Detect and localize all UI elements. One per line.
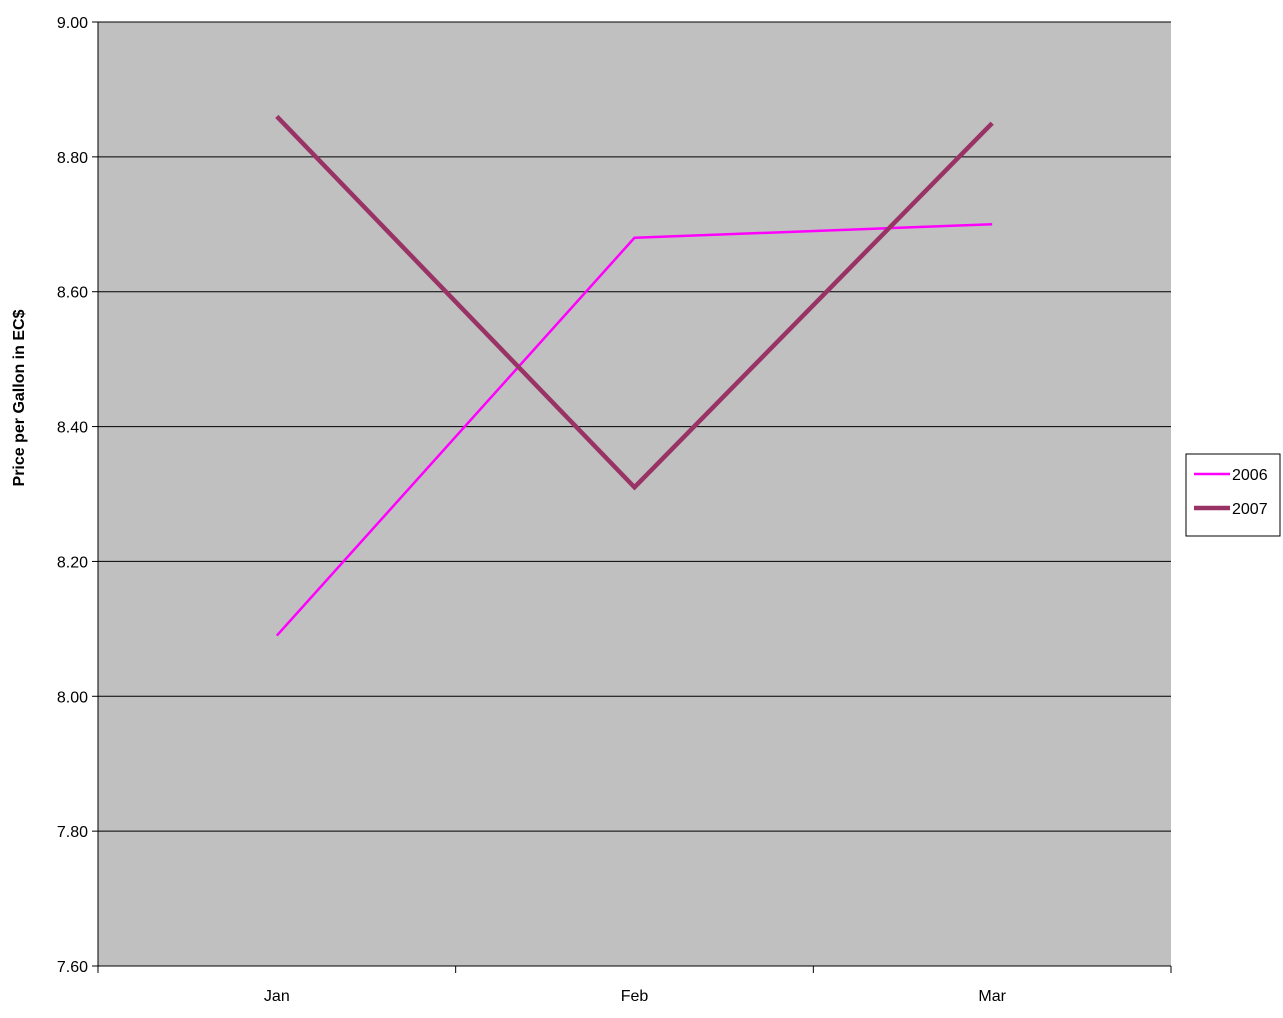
y-tick-label: 8.20	[57, 554, 88, 571]
y-tick-labels: 7.60 7.80 8.00 8.20 8.40 8.60 8.80 9.00	[57, 15, 88, 976]
x-tick-label: Feb	[621, 988, 649, 1005]
x-tick-label: Mar	[978, 988, 1006, 1005]
y-tick-label: 8.80	[57, 150, 88, 167]
x-tick-label: Jan	[264, 988, 290, 1005]
legend: 2006 2007	[1186, 454, 1280, 536]
y-tick-label: 7.80	[57, 824, 88, 841]
y-tick-label: 8.00	[57, 689, 88, 706]
y-tick-label: 8.40	[57, 420, 88, 437]
y-tick-label: 9.00	[57, 15, 88, 32]
plot-area	[98, 22, 1171, 966]
y-tick-label: 7.60	[57, 959, 88, 976]
y-tick-label: 8.60	[57, 285, 88, 302]
x-tick-labels: Jan Feb Mar	[264, 988, 1007, 1005]
plot-background	[98, 22, 1171, 966]
y-axis-title: Price per Gallon in EC$	[11, 309, 28, 486]
legend-label-2007: 2007	[1232, 501, 1268, 518]
legend-label-2006: 2006	[1232, 467, 1268, 484]
